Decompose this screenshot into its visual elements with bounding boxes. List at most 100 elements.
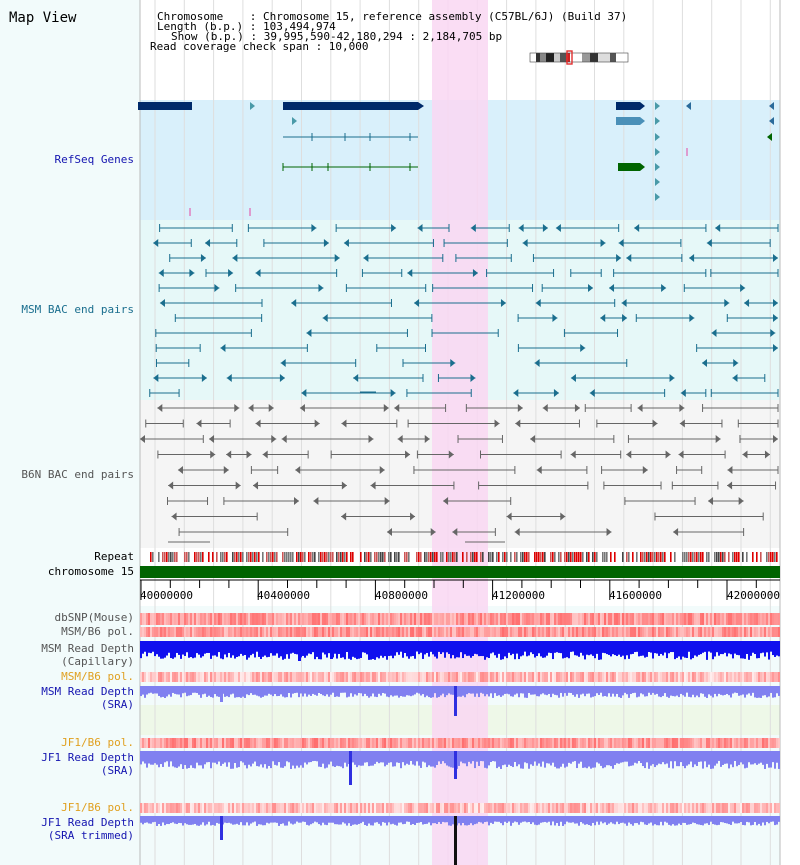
polymorphism-cell [742, 672, 744, 682]
read-depth-bar [258, 686, 260, 697]
read-depth-bar [412, 816, 414, 825]
repeat-mark [510, 552, 512, 562]
polymorphism-cell [392, 803, 394, 813]
polymorphism-cell [772, 627, 774, 637]
read-depth-bar [350, 816, 352, 826]
polymorphism-cell [658, 613, 660, 625]
read-depth-bar [646, 686, 648, 697]
read-depth-bar [442, 641, 444, 653]
repeat-mark [404, 552, 406, 562]
bac-end-arrow [689, 254, 695, 262]
bac-end-arrow [732, 374, 738, 382]
polymorphism-cell [694, 803, 696, 813]
polymorphism-cell [312, 627, 314, 637]
polymorphism-cell [610, 738, 612, 748]
polymorphism-cell [180, 627, 182, 637]
track-label-b6n-bac[interactable]: B6N BAC end pairs [21, 468, 134, 481]
track-label-refseq[interactable]: RefSeq Genes [54, 153, 134, 166]
polymorphism-cell [508, 672, 510, 682]
polymorphism-cell [554, 613, 556, 625]
read-depth-bar [774, 751, 776, 769]
polymorphism-cell [226, 738, 228, 748]
read-depth-bar [380, 751, 382, 763]
track-label-msm-depth-sra[interactable]: MSM Read Depth [41, 685, 134, 698]
polymorphism-cell [336, 672, 338, 682]
read-depth-bar [580, 686, 582, 695]
read-depth-bar [264, 641, 266, 656]
read-depth-bar [432, 686, 434, 698]
polymorphism-cell [502, 672, 504, 682]
polymorphism-cell [264, 627, 266, 637]
bac-end-arrow [500, 299, 506, 307]
polymorphism-cell [328, 613, 330, 625]
read-depth-bar [732, 816, 734, 822]
polymorphism-cell [622, 613, 624, 625]
read-depth-bar [422, 816, 424, 825]
track-label-jf1-b6-pol[interactable]: JF1/B6 pol. [61, 736, 134, 749]
polymorphism-cell [738, 613, 740, 625]
polymorphism-cell [200, 738, 202, 748]
polymorphism-cell [502, 627, 504, 637]
read-depth-bar [178, 641, 180, 655]
track-label-msm-bac[interactable]: MSM BAC end pairs [21, 303, 134, 316]
read-depth-bar [572, 816, 574, 823]
read-depth-bar [590, 816, 592, 826]
track-label-msm-b6-pol-sra[interactable]: MSM/B6 pol. [61, 670, 134, 683]
track-label-msm-depth-capillary[interactable]: MSM Read Depth [41, 642, 134, 655]
track-label-dbsnp[interactable]: dbSNP(Mouse) [54, 611, 134, 624]
polymorphism-cell [452, 613, 454, 625]
read-depth-bar [418, 686, 420, 694]
read-depth-bar [164, 686, 166, 698]
track-label-jf1-depth-trim[interactable]: JF1 Read Depth [41, 816, 134, 829]
track-label-jf1-b6-pol-trim[interactable]: JF1/B6 pol. [61, 801, 134, 814]
read-depth-bar [422, 751, 424, 762]
bac-end-arrow [679, 404, 685, 412]
polymorphism-cell [516, 803, 518, 813]
polymorphism-cell [650, 738, 652, 748]
repeat-mark [248, 552, 250, 562]
read-depth-bar [286, 816, 288, 826]
bac-end-arrow [773, 254, 778, 262]
read-depth-bar [384, 751, 386, 767]
polymorphism-cell [268, 672, 270, 682]
read-depth-bar [260, 686, 262, 698]
polymorphism-cell [160, 803, 162, 813]
read-depth-bar [348, 641, 350, 659]
track-label-repeat[interactable]: Repeat [94, 550, 134, 563]
polymorphism-cell [198, 627, 200, 637]
polymorphism-cell [468, 803, 470, 813]
polymorphism-cell [376, 613, 378, 625]
read-depth-bar [734, 641, 736, 654]
polymorphism-cell [728, 627, 730, 637]
read-depth-bar [464, 686, 466, 698]
read-depth-bar [408, 641, 410, 659]
read-depth-bar [616, 816, 618, 822]
read-depth-bar [770, 816, 772, 822]
read-depth-bar [736, 641, 738, 655]
read-depth-bar [698, 816, 700, 825]
track-label-msm-b6-pol[interactable]: MSM/B6 pol. [61, 625, 134, 638]
repeat-mark [696, 552, 698, 562]
read-depth-bar [738, 816, 740, 824]
track-label-jf1-depth-sra[interactable]: JF1 Read Depth [41, 751, 134, 764]
polymorphism-cell [548, 803, 550, 813]
read-depth-bar [512, 641, 514, 654]
polymorphism-cell [390, 738, 392, 748]
read-depth-bar [480, 641, 482, 657]
polymorphism-cell [290, 803, 292, 813]
bac-end-arrow [522, 239, 528, 247]
polymorphism-cell [294, 672, 296, 682]
repeat-mark [432, 552, 434, 562]
polymorphism-cell [252, 803, 254, 813]
polymorphism-cell [576, 627, 578, 637]
read-depth-bar [440, 751, 442, 764]
polymorphism-cell [374, 627, 376, 637]
polymorphism-cell [580, 613, 582, 625]
read-depth-bar [356, 816, 358, 825]
read-depth-bar [642, 816, 644, 823]
read-depth-bar [554, 641, 556, 653]
track-label-chromosome[interactable]: chromosome 15 [47, 565, 134, 578]
bac-end-arrow [379, 466, 385, 474]
read-depth-bar [648, 816, 650, 824]
